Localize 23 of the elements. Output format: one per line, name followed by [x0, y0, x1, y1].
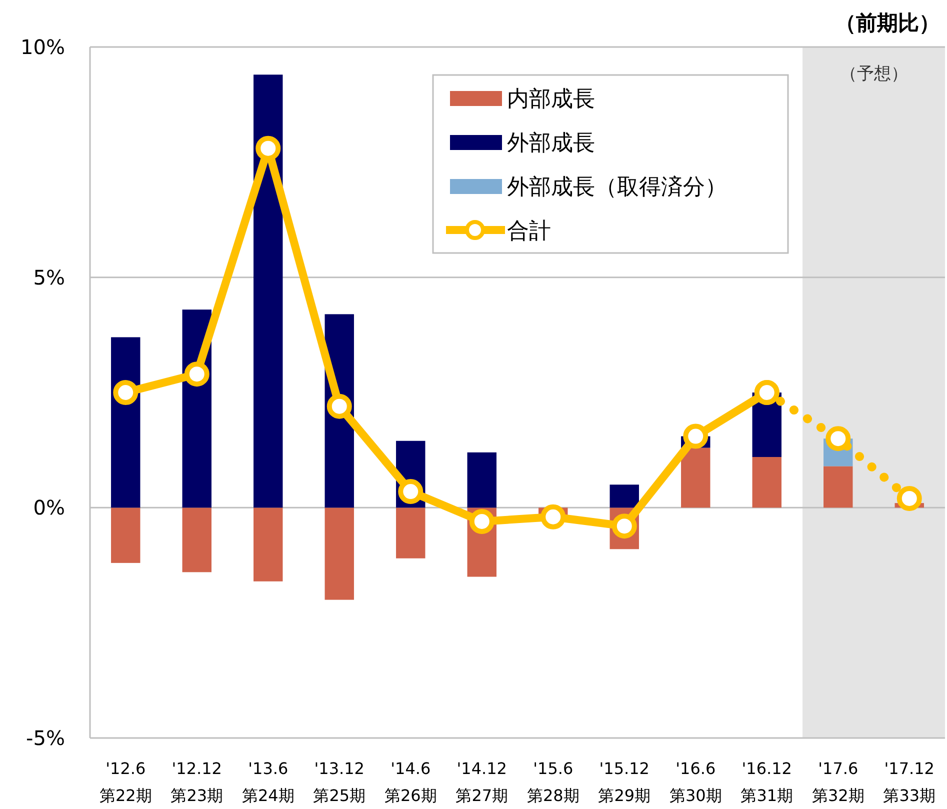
- band-label: （予想）: [840, 64, 908, 84]
- x-tick-label: '13.6 第24期: [242, 759, 294, 805]
- legend-label: 合計: [507, 219, 551, 244]
- x-tick-label: '14.6 第26期: [384, 759, 437, 805]
- x-tick-label: '17.12 第33期: [883, 759, 936, 805]
- y-tick-label: 5%: [33, 265, 65, 290]
- y-tick-label: 0%: [33, 496, 65, 520]
- legend-label: 外部成長（取得済分）: [507, 175, 727, 200]
- band: （予想）: [802, 47, 945, 738]
- legend-label: 内部成長: [507, 87, 595, 112]
- x-tick-label: '14.12 第27期: [456, 759, 508, 805]
- x-tick-label: '12.12 第23期: [170, 759, 224, 805]
- x-tick-label: '17.6 第32期: [812, 759, 864, 805]
- text: （前期比）: [835, 11, 940, 35]
- x-tick-label: '15.12 第29期: [598, 759, 651, 805]
- y-tick-label: 10%: [20, 35, 65, 59]
- y-tick-label: -5%: [26, 726, 65, 750]
- x-tick-label: '16.6 第30期: [669, 759, 722, 805]
- x-tick-label: '13.12 第25期: [313, 759, 366, 805]
- x-tick-label: '12.6 第22期: [99, 759, 152, 805]
- x-tick-label: '16.12 第31期: [740, 759, 794, 805]
- x-tick-label: '15.6 第28期: [526, 759, 580, 805]
- legend-label: 外部成長: [507, 131, 595, 156]
